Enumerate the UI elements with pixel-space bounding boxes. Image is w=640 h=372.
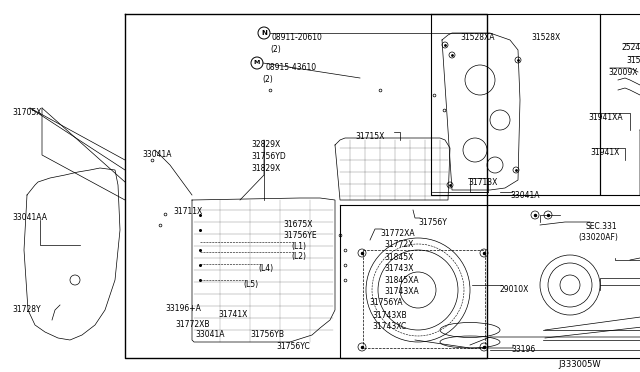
Text: 31756YE: 31756YE bbox=[283, 231, 317, 240]
Text: (L1): (L1) bbox=[291, 242, 306, 251]
Text: 31743XB: 31743XB bbox=[372, 311, 406, 320]
Text: 29010X: 29010X bbox=[500, 285, 529, 294]
Text: 31743XA: 31743XA bbox=[384, 287, 419, 296]
Text: 31756YA: 31756YA bbox=[369, 298, 403, 307]
Text: 31941XA: 31941XA bbox=[588, 113, 623, 122]
Text: N: N bbox=[261, 30, 267, 36]
Text: 31526XF: 31526XF bbox=[626, 56, 640, 65]
Text: 31528XA: 31528XA bbox=[460, 33, 495, 42]
Text: 33196+A: 33196+A bbox=[165, 304, 201, 313]
Text: 31772XB: 31772XB bbox=[175, 320, 209, 329]
Text: 31743XC: 31743XC bbox=[372, 322, 406, 331]
Text: 31741X: 31741X bbox=[218, 310, 248, 319]
Text: 33041AA: 33041AA bbox=[12, 213, 47, 222]
Text: 25240YA: 25240YA bbox=[622, 43, 640, 52]
Text: 31756YD: 31756YD bbox=[251, 152, 285, 161]
Text: (L2): (L2) bbox=[291, 252, 306, 261]
Text: 31845XA: 31845XA bbox=[384, 276, 419, 285]
Text: 33196: 33196 bbox=[511, 345, 535, 354]
Text: 31713X: 31713X bbox=[468, 178, 497, 187]
Text: (L4): (L4) bbox=[258, 264, 273, 273]
Text: (L5): (L5) bbox=[243, 280, 258, 289]
Text: 32829X: 32829X bbox=[251, 140, 280, 149]
Text: 08915-43610: 08915-43610 bbox=[265, 63, 316, 72]
Text: 31772XA: 31772XA bbox=[380, 229, 415, 238]
Text: 31715X: 31715X bbox=[355, 132, 385, 141]
Text: 31772X: 31772X bbox=[384, 240, 413, 249]
Text: 33041A: 33041A bbox=[195, 330, 225, 339]
Text: 31756YC: 31756YC bbox=[276, 342, 310, 351]
Text: (33020AF): (33020AF) bbox=[578, 233, 618, 242]
Text: (2): (2) bbox=[270, 45, 281, 54]
Text: 31829X: 31829X bbox=[251, 164, 280, 173]
Text: 31743X: 31743X bbox=[384, 264, 413, 273]
Text: 31528X: 31528X bbox=[531, 33, 560, 42]
Text: M: M bbox=[254, 61, 260, 65]
Text: J333005W: J333005W bbox=[558, 360, 600, 369]
Text: (2): (2) bbox=[262, 75, 273, 84]
Text: 31756Y: 31756Y bbox=[418, 218, 447, 227]
Text: 31756YB: 31756YB bbox=[250, 330, 284, 339]
Text: 32009X: 32009X bbox=[608, 68, 637, 77]
Text: 33041A: 33041A bbox=[142, 150, 172, 159]
Text: 31675X: 31675X bbox=[283, 220, 312, 229]
Text: 31728Y: 31728Y bbox=[12, 305, 40, 314]
Text: 31845X: 31845X bbox=[384, 253, 413, 262]
Text: 33041A: 33041A bbox=[510, 191, 540, 200]
Text: 31711X: 31711X bbox=[173, 207, 202, 216]
Text: SEC.331: SEC.331 bbox=[586, 222, 618, 231]
Text: 08911-20610: 08911-20610 bbox=[272, 33, 323, 42]
Text: 31705X: 31705X bbox=[12, 108, 42, 117]
Text: 31941X: 31941X bbox=[590, 148, 620, 157]
